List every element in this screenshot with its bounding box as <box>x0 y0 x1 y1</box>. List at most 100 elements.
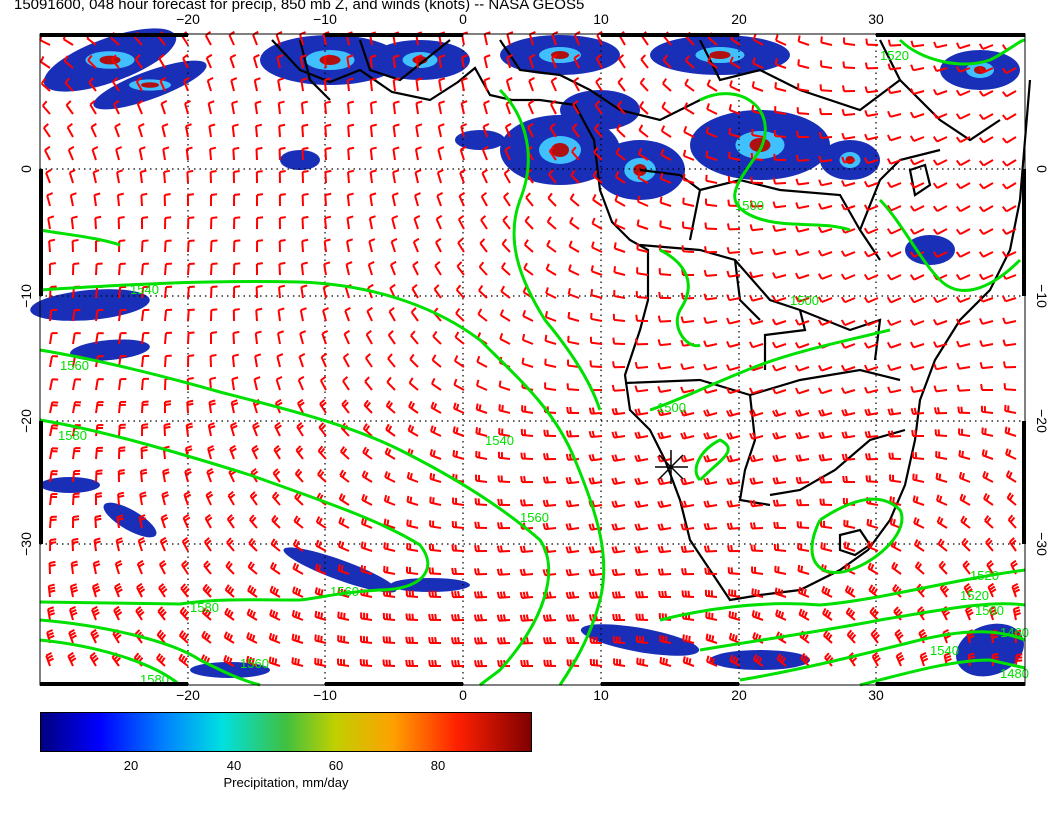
wind-barb <box>749 271 764 279</box>
wind-barb <box>429 520 442 529</box>
wind-barb <box>955 228 971 236</box>
wind-barb <box>497 498 511 506</box>
wind-barb <box>72 469 81 483</box>
wind-barb <box>703 293 718 301</box>
precipitation-areas <box>30 28 1024 678</box>
wind-barb <box>482 122 490 138</box>
wind-barb <box>795 202 810 210</box>
wind-barb <box>864 430 879 439</box>
wind-barb <box>299 330 307 345</box>
wind-barb <box>64 77 74 92</box>
wind-barb <box>292 562 304 575</box>
wind-barb <box>292 539 304 552</box>
wind-barb <box>886 228 902 235</box>
wind-barb <box>224 607 235 621</box>
wind-barb <box>369 123 377 138</box>
wind-barb <box>481 168 488 184</box>
wind-barb <box>274 421 282 437</box>
wind-barb <box>72 262 80 276</box>
country-border <box>699 39 901 112</box>
lon-tick-top: 20 <box>731 11 747 27</box>
wind-barb <box>47 583 56 598</box>
wind-barb <box>405 613 419 621</box>
wind-barb <box>703 316 718 324</box>
wind-barb <box>297 398 305 414</box>
wind-barb <box>886 274 902 281</box>
wind-barb <box>247 561 258 575</box>
wind-barb <box>95 446 104 460</box>
wind-barb <box>728 127 741 138</box>
wind-barb <box>772 248 787 256</box>
wind-barb <box>978 273 994 281</box>
wind-barb <box>771 364 787 372</box>
wind-barb <box>324 169 332 184</box>
wind-barb <box>910 407 925 416</box>
wind-barb <box>636 195 649 207</box>
wind-barb <box>886 181 902 189</box>
wind-barb <box>662 78 672 92</box>
wind-barb <box>164 377 172 391</box>
wind-barb <box>362 446 373 460</box>
wind-barb <box>772 432 787 440</box>
wind-barb <box>588 546 603 554</box>
wind-barb <box>300 284 308 299</box>
wind-barb <box>209 146 217 161</box>
wind-barb <box>392 146 400 161</box>
wind-barb <box>453 355 465 368</box>
wind-barb <box>41 100 51 115</box>
wind-barb <box>521 357 534 368</box>
wind-barb <box>567 359 580 368</box>
wind-barb <box>383 494 396 506</box>
wind-barb <box>187 262 195 276</box>
wind-barb <box>225 560 235 575</box>
wind-barb <box>817 296 833 303</box>
wind-barb <box>978 43 994 50</box>
wind-barb <box>230 77 238 92</box>
wind-barb <box>497 475 511 483</box>
wind-barb <box>231 353 239 368</box>
wind-barb <box>452 402 465 414</box>
wind-barb <box>392 54 400 69</box>
wind-barb <box>385 400 396 414</box>
wind-barb <box>846 629 857 644</box>
wind-barb <box>278 170 286 184</box>
wind-barb <box>117 491 125 506</box>
wind-barb <box>933 385 948 393</box>
wind-barb <box>503 168 511 184</box>
wind-barb <box>588 477 603 485</box>
wind-barb <box>392 169 400 184</box>
wind-barb <box>342 376 350 391</box>
wind-barb <box>115 146 123 161</box>
wind-barb <box>818 476 833 484</box>
wind-barb <box>682 634 695 644</box>
wind-barb <box>1005 448 1017 460</box>
wind-barb <box>233 285 241 299</box>
wind-barb <box>411 284 419 299</box>
wind-barb <box>617 77 626 92</box>
wind-barb <box>910 40 925 48</box>
wind-barb <box>277 100 285 115</box>
wind-barb <box>863 273 879 281</box>
wind-barb <box>207 422 216 437</box>
wind-barb <box>752 57 764 69</box>
wind-barb <box>680 316 695 324</box>
contour-line <box>659 568 1026 622</box>
wind-barb <box>431 377 442 391</box>
wind-barb <box>255 170 263 184</box>
wind-barb <box>958 450 971 460</box>
wind-barb <box>937 538 948 552</box>
wind-barb <box>933 407 948 415</box>
wind-barb <box>909 228 925 235</box>
wind-barb <box>592 170 603 184</box>
wind-barb <box>300 77 308 92</box>
wind-barb <box>866 518 879 529</box>
wind-barb <box>90 628 100 644</box>
wind-barb <box>229 53 237 69</box>
wind-barb <box>611 546 626 554</box>
wind-barb <box>566 406 580 414</box>
wind-barb <box>796 130 810 139</box>
wind-barb <box>547 192 557 207</box>
wind-barb <box>567 288 580 299</box>
wind-barb <box>523 239 534 253</box>
wind-barb <box>680 545 695 553</box>
